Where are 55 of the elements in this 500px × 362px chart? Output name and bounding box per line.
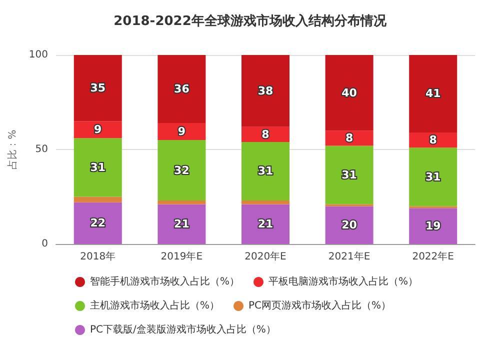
- bar: [74, 138, 122, 197]
- bar: [409, 55, 458, 132]
- legend-label: PC下载版/盒装版游戏市场收入占比（%）: [90, 324, 276, 336]
- data-label: 40: [342, 86, 358, 100]
- y-tick-label: 0: [42, 238, 48, 250]
- legend-label: 智能手机游戏市场收入占比（%）: [90, 276, 240, 288]
- bar: [325, 206, 374, 244]
- bar: [241, 142, 290, 201]
- legend-label: 平板电脑游戏市场收入占比（%）: [268, 276, 418, 288]
- bar: [158, 204, 206, 244]
- legend-label: 主机游戏市场收入占比（%）: [90, 300, 220, 312]
- y-tick-label: 50: [35, 144, 48, 155]
- x-tick-label: 2020年E: [244, 250, 286, 262]
- data-label: 38: [258, 84, 274, 98]
- legend-label: PC网页游戏市场收入占比（%）: [248, 300, 392, 312]
- bar: [158, 55, 206, 124]
- bar: [325, 146, 374, 204]
- bar: [325, 55, 374, 131]
- bar: [74, 121, 122, 138]
- y-axis-title: 占比：%: [6, 130, 18, 170]
- bar: [158, 140, 206, 201]
- data-label: 21: [174, 218, 190, 231]
- chart-title: 2018-2022年全球游戏市场收入结构分布情况: [114, 13, 388, 29]
- bar: [74, 55, 122, 122]
- data-label: 36: [174, 82, 190, 96]
- x-tick-label: 2021年E: [328, 250, 370, 262]
- bar: [158, 200, 206, 204]
- data-label: 22: [90, 216, 106, 230]
- y-tick-label: 100: [28, 50, 48, 60]
- bar: [409, 148, 458, 206]
- bar: [74, 196, 122, 202]
- data-label: 31: [425, 170, 441, 184]
- data-label: 8: [429, 134, 437, 147]
- bar: [409, 208, 458, 244]
- data-label: 31: [258, 164, 274, 178]
- data-label: 41: [425, 87, 441, 100]
- data-label: 8: [345, 132, 354, 145]
- data-label: 32: [174, 164, 190, 177]
- x-tick-label: 2019年E: [160, 250, 203, 262]
- bar: [241, 200, 290, 204]
- bar: [241, 55, 290, 127]
- data-label: 9: [94, 123, 102, 136]
- data-label: 9: [178, 125, 186, 138]
- x-tick-label: 2022年E: [412, 250, 454, 262]
- bar: [74, 202, 122, 244]
- data-label: 21: [258, 218, 274, 231]
- bar: [158, 123, 206, 140]
- data-label: 8: [262, 128, 270, 141]
- data-label: 20: [342, 218, 358, 232]
- data-label: 19: [425, 220, 441, 233]
- data-label: 31: [90, 160, 106, 174]
- data-label: 35: [90, 82, 106, 95]
- data-label: 31: [342, 168, 357, 182]
- bar: [241, 204, 290, 244]
- x-tick-label: 2018年: [80, 250, 116, 262]
